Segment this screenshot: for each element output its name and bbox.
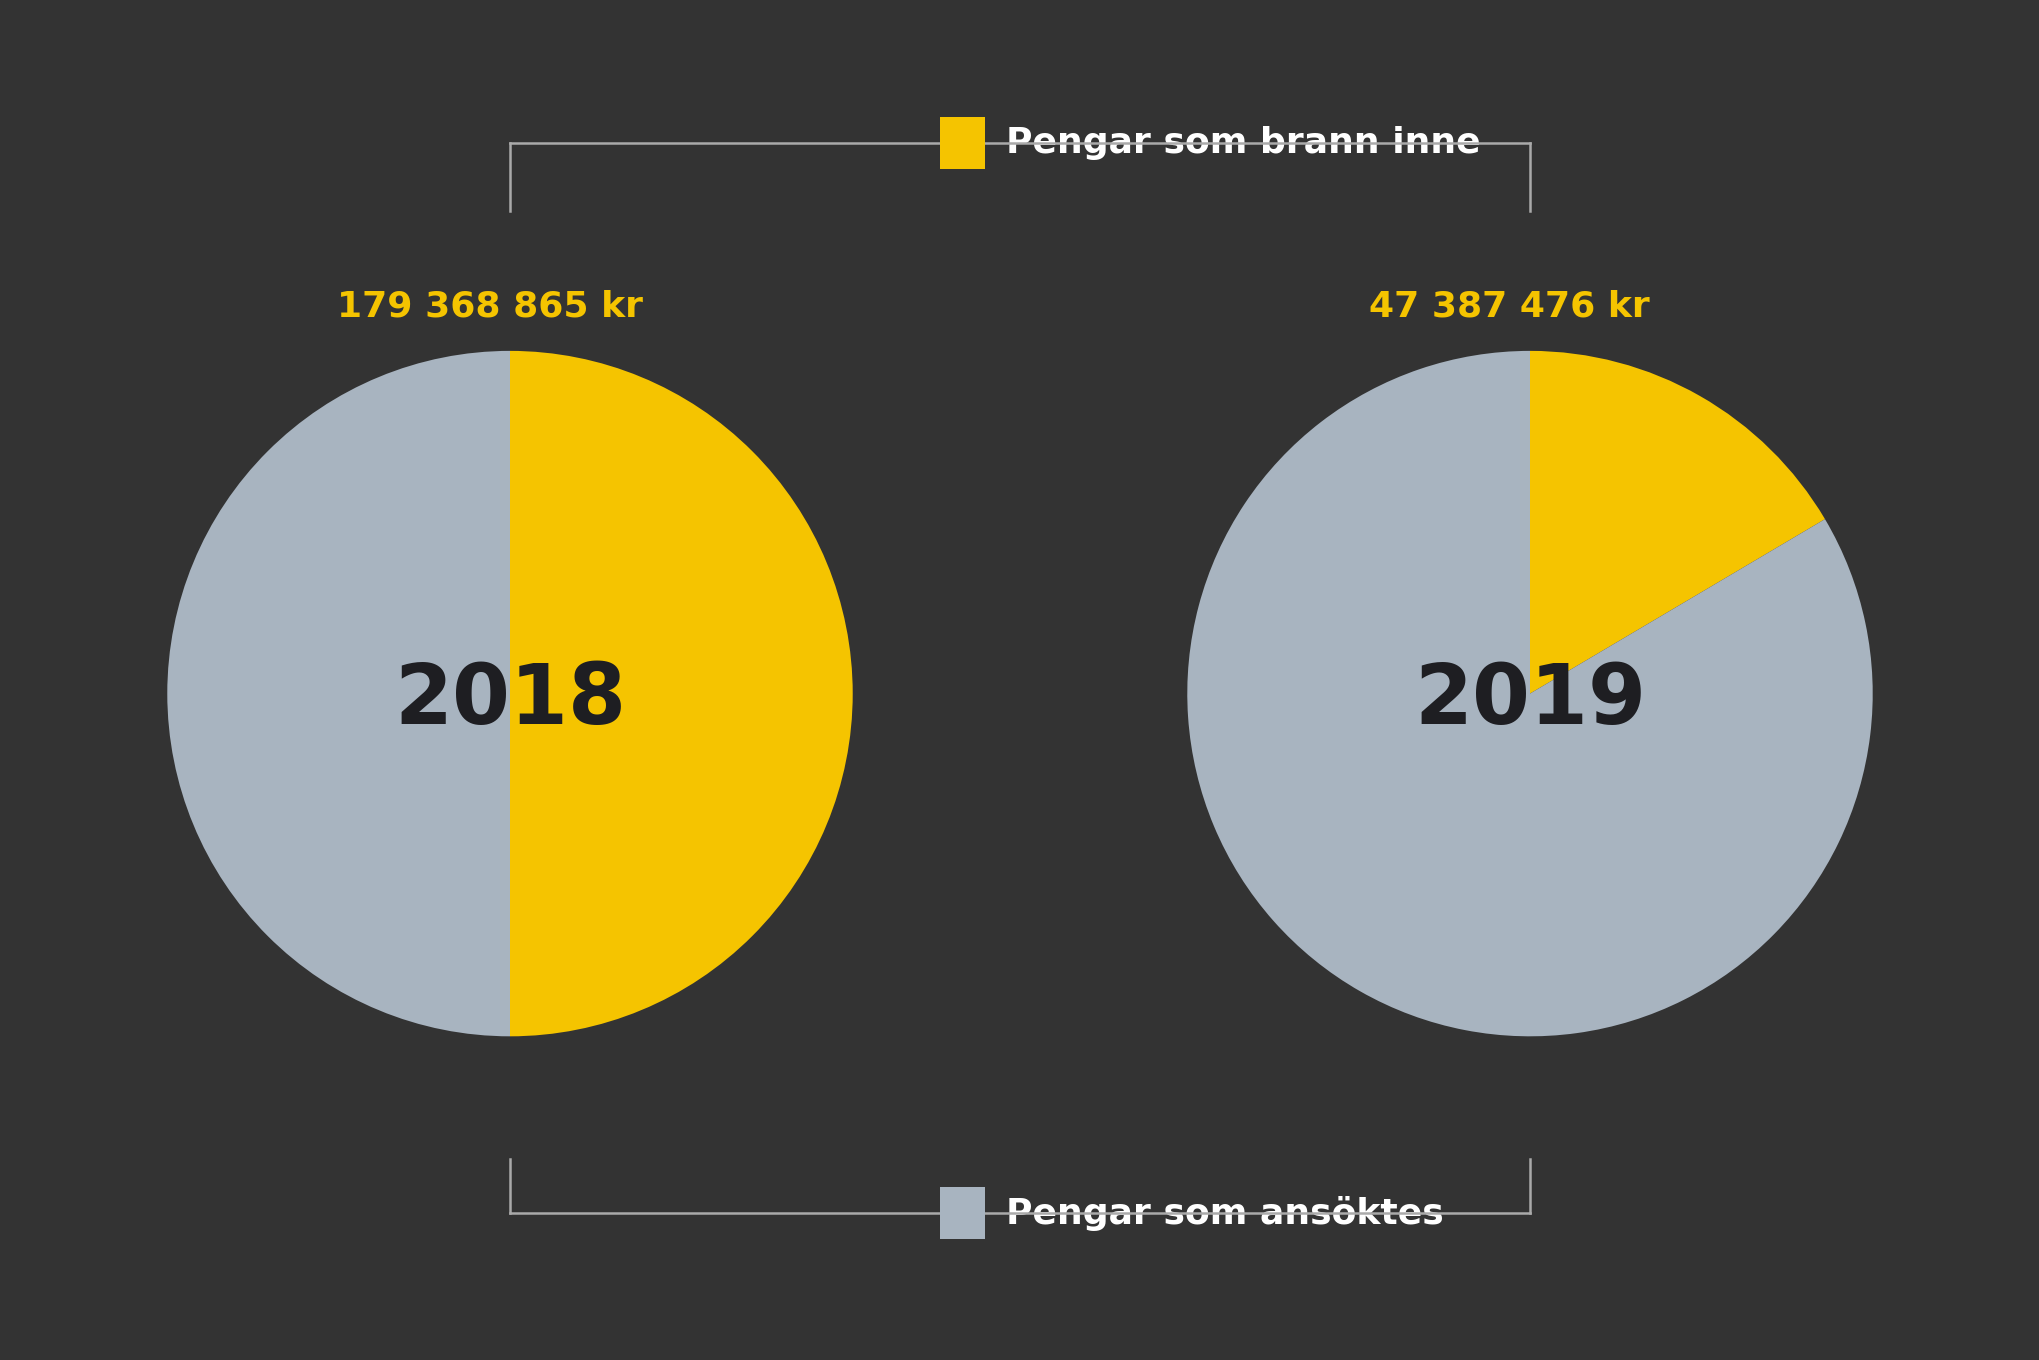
Text: Pengar som brann inne: Pengar som brann inne (1005, 126, 1480, 159)
Text: 179 368 865 kr: 179 368 865 kr (336, 290, 642, 324)
Wedge shape (1529, 351, 1825, 694)
Bar (940, 1187, 985, 1239)
Bar (940, 117, 985, 169)
Text: 2019: 2019 (1413, 660, 1645, 741)
Text: 2018: 2018 (394, 660, 626, 741)
Wedge shape (1187, 351, 1872, 1036)
Text: Pengar som ansöktes: Pengar som ansöktes (1005, 1195, 1444, 1231)
Wedge shape (510, 351, 852, 1036)
Wedge shape (167, 351, 510, 1036)
Text: 47 387 476 kr: 47 387 476 kr (1368, 290, 1650, 324)
